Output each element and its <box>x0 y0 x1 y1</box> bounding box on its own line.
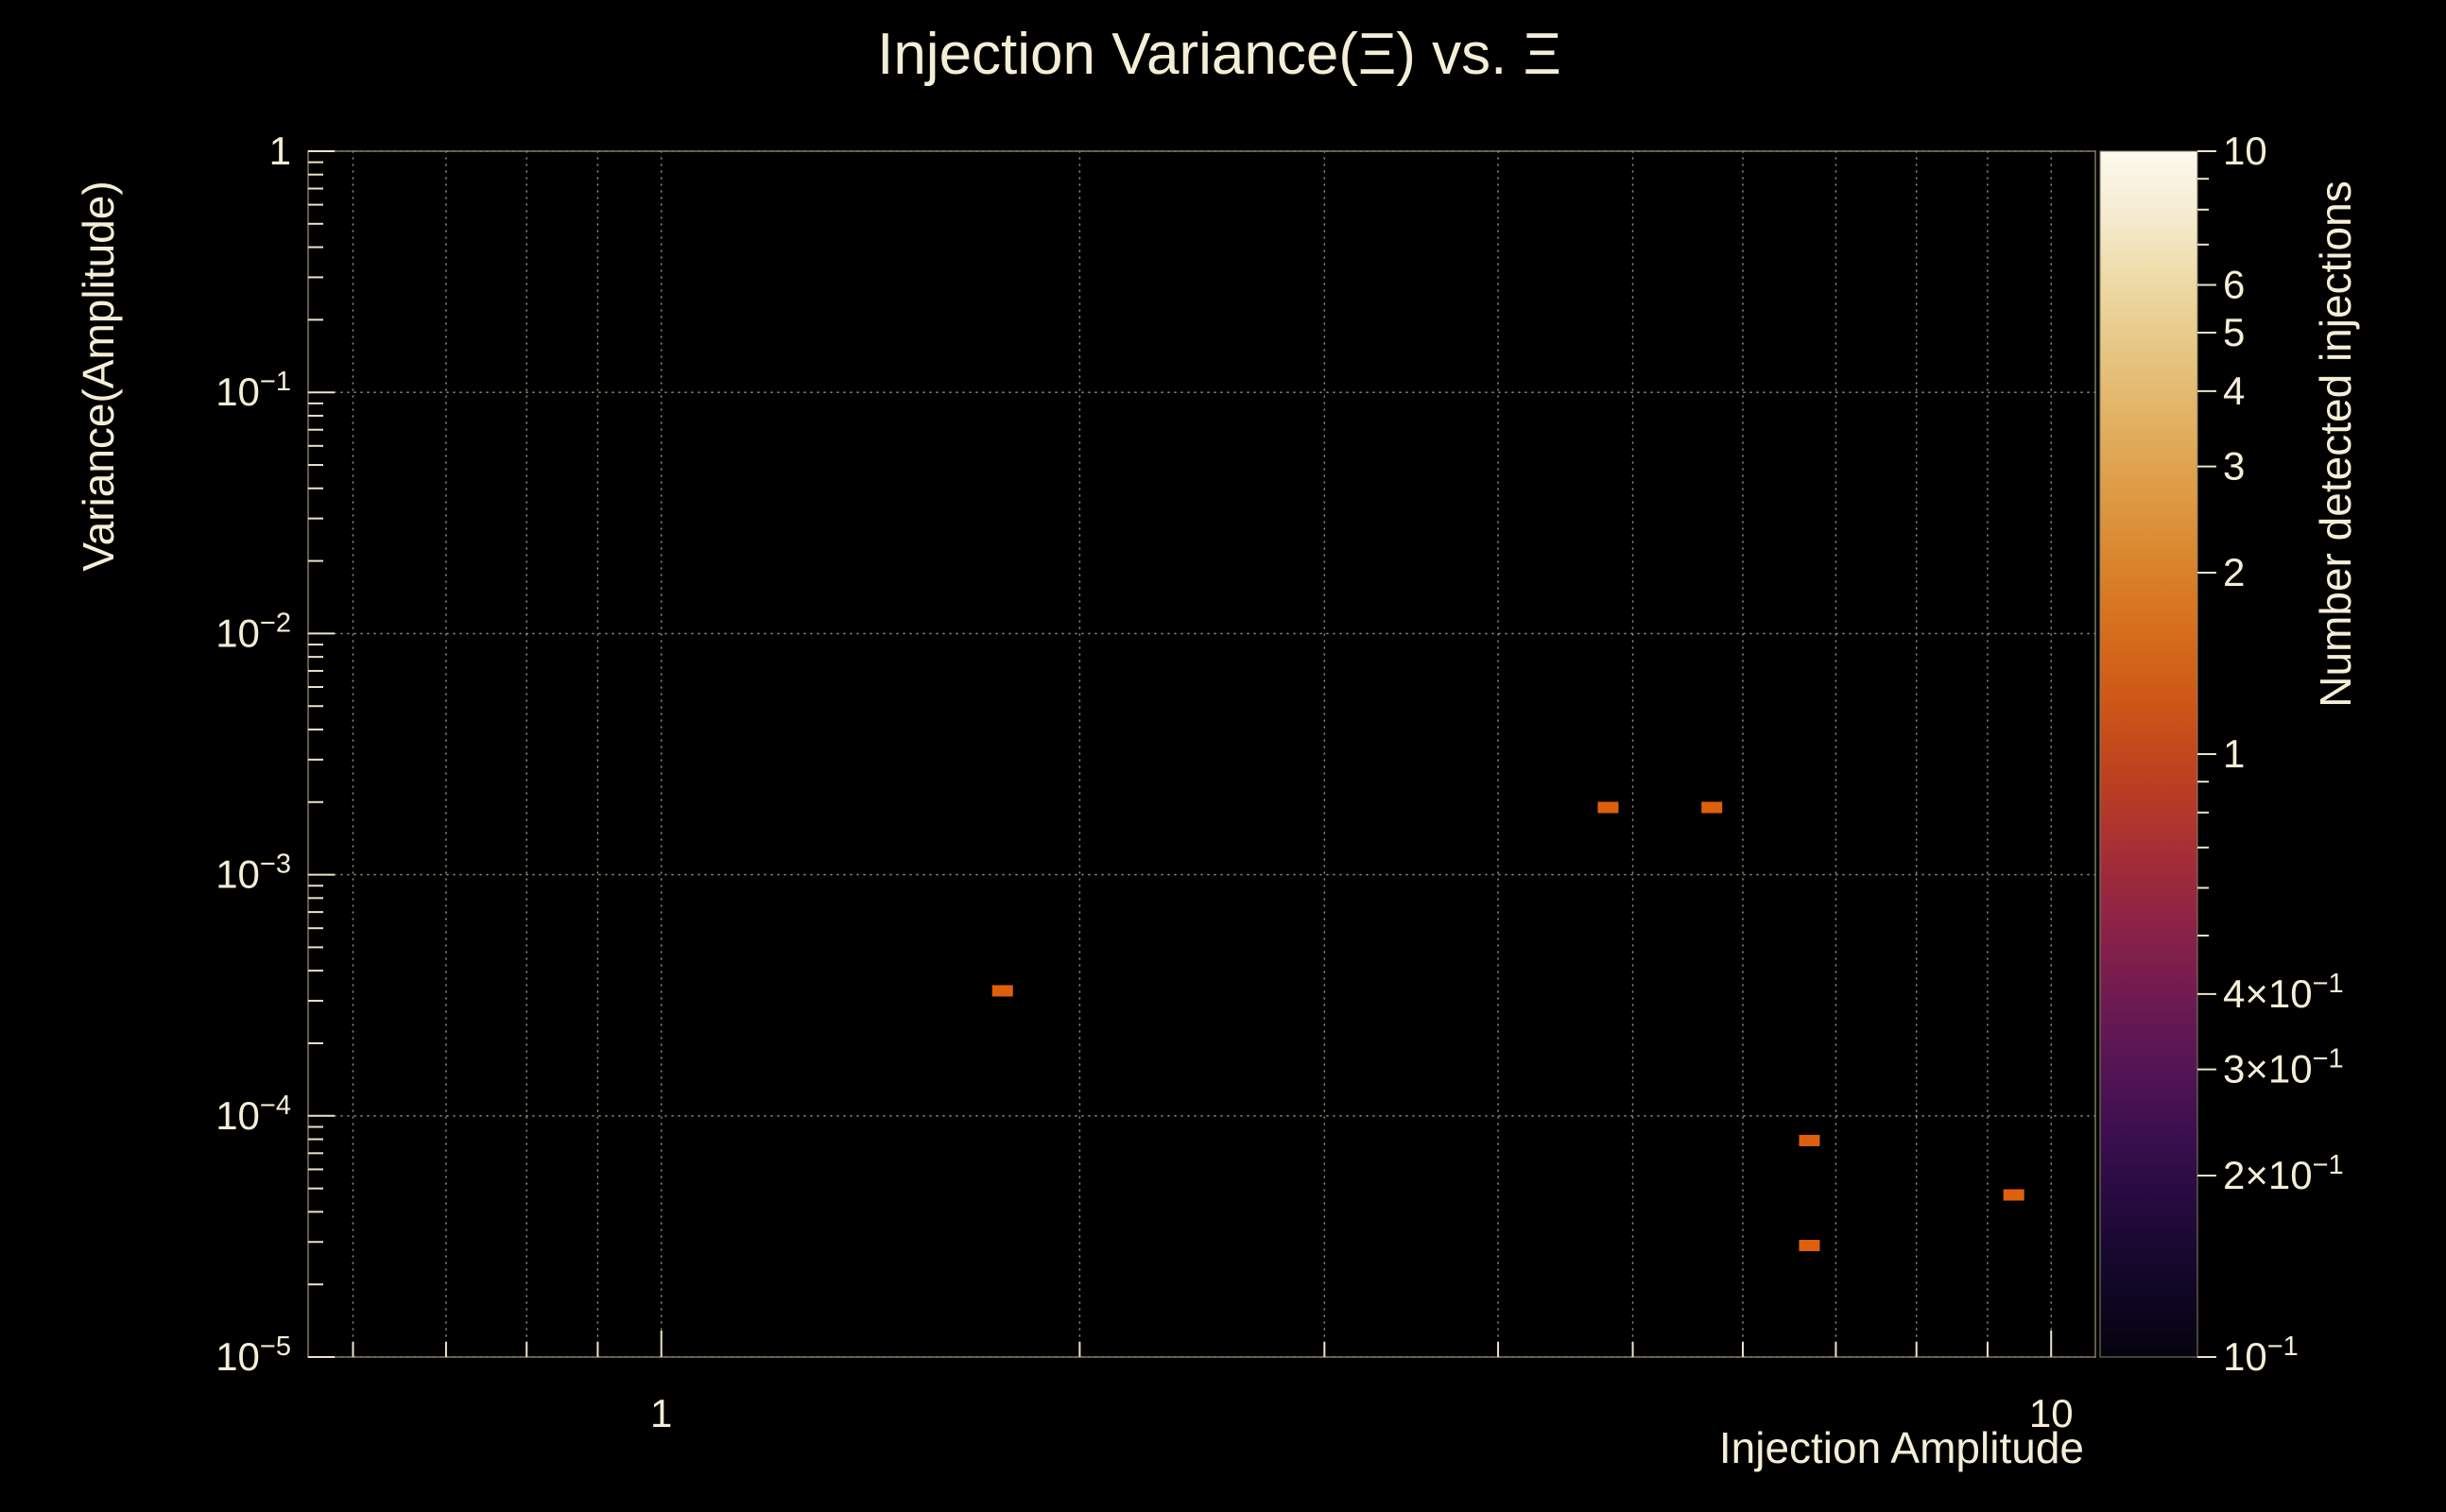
colorbar-tick-label: 10 <box>2223 129 2267 173</box>
tick-label-base: 10 <box>2029 1391 2074 1435</box>
colorbar-tick-label: 6 <box>2223 263 2245 307</box>
tick-label-base: 1 <box>269 129 291 173</box>
colorbar-tick-label: 3×10−1 <box>2223 1044 2344 1091</box>
data-points <box>991 801 2024 1251</box>
colorbar-tick-label: 4×10−1 <box>2223 969 2344 1016</box>
colorbar-tick-label: 3 <box>2223 444 2245 489</box>
y-tick-label: 10−2 <box>215 608 291 655</box>
tick-label-base: 2×10 <box>2223 1153 2313 1197</box>
data-point <box>991 985 1013 997</box>
tick-label-exponent: −1 <box>260 367 291 397</box>
colorbar-tick-label: 4 <box>2223 369 2245 413</box>
tick-label-exponent: −1 <box>2267 1332 2299 1362</box>
tick-label-base: 2 <box>2223 550 2245 594</box>
data-point <box>1799 1134 1820 1146</box>
tick-label-base: 6 <box>2223 263 2245 307</box>
colorbar-tick-label: 2×10−1 <box>2223 1150 2344 1197</box>
tick-label-base: 5 <box>2223 310 2245 354</box>
data-point <box>2003 1189 2024 1201</box>
grid-layer <box>307 150 2096 1358</box>
y-tick-label: 10−5 <box>215 1332 291 1379</box>
y-tick-label: 10−3 <box>215 850 291 897</box>
y-tick-label: 10−1 <box>215 367 291 414</box>
tick-label-base: 10 <box>215 1334 260 1379</box>
tick-label-base: 10 <box>215 1093 260 1138</box>
data-point <box>1597 801 1619 814</box>
data-point <box>1701 801 1723 814</box>
tick-label-base: 10 <box>2223 1334 2267 1379</box>
colorbar-gradient <box>2099 150 2198 1358</box>
colorbar-tick-label: 1 <box>2223 731 2245 776</box>
x-tick-label: 1 <box>650 1391 672 1435</box>
tick-label-exponent: −4 <box>260 1091 291 1121</box>
tick-label-base: 10 <box>215 852 260 897</box>
tick-label-exponent: −1 <box>2313 1150 2344 1180</box>
y-tick-label: 1 <box>269 129 291 173</box>
tick-label-base: 4 <box>2223 369 2245 413</box>
y-axis-label: Variance(Amplitude) <box>74 180 123 571</box>
colorbar-label: Number detected injections <box>2311 180 2360 707</box>
tick-label-exponent: −5 <box>260 1332 291 1362</box>
data-point <box>1799 1239 1820 1251</box>
tick-label-exponent: −3 <box>260 850 291 880</box>
tick-label-exponent: −1 <box>2313 969 2344 999</box>
axis-ticks <box>308 150 2053 1358</box>
tick-label-exponent: −2 <box>260 608 291 638</box>
colorbar-tick-label: 2 <box>2223 550 2245 594</box>
tick-label-exponent: −1 <box>2313 1044 2344 1074</box>
tick-label-base: 1 <box>2223 731 2245 776</box>
colorbar-tick-label: 10−1 <box>2223 1332 2299 1379</box>
y-tick-label: 10−4 <box>215 1091 291 1138</box>
tick-label-base: 10 <box>215 610 260 655</box>
plot-border <box>307 150 2096 1358</box>
tick-label-base: 1 <box>650 1391 672 1435</box>
tick-label-base: 3×10 <box>2223 1047 2313 1091</box>
chart-title: Injection Variance(Ξ) vs. Ξ <box>877 22 1561 87</box>
tick-label-base: 10 <box>215 369 260 414</box>
colorbar-tick-label: 5 <box>2223 310 2245 354</box>
plot-frame <box>307 150 2096 1358</box>
tick-label-base: 3 <box>2223 444 2245 489</box>
x-axis-label: Injection Amplitude <box>1719 1423 2084 1472</box>
x-tick-label: 10 <box>2029 1391 2074 1435</box>
tick-label-base: 10 <box>2223 129 2267 173</box>
tick-label-base: 4×10 <box>2223 971 2313 1016</box>
